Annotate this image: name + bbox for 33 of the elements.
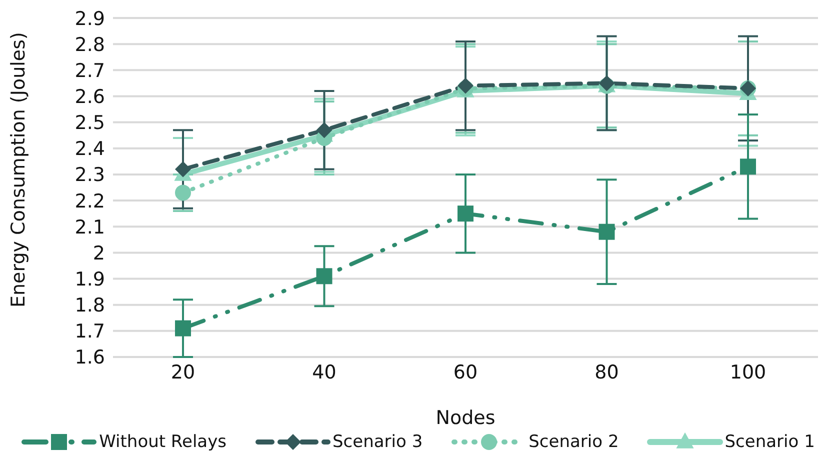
x-axis-title: Nodes [436,407,496,429]
point [175,184,191,201]
point [458,206,474,222]
x-tick-label: 80 [594,361,619,384]
y-tick-label: 2.7 [74,60,105,82]
point [598,224,615,240]
y-tick-label: 2.9 [74,8,105,30]
y-tick-label: 1.6 [74,346,105,369]
y-tick-label: 2.5 [74,112,105,134]
legend-label: Scenario 3 [332,432,423,452]
y-tick-label: 2.4 [74,138,105,160]
y-tick-label: 2.1 [74,216,105,238]
point [175,320,191,336]
x-tick-label: 60 [453,361,478,384]
point [316,268,332,284]
x-tick-label: 40 [312,361,336,384]
y-tick-label: 2 [92,242,105,264]
y-tick-label: 2.8 [74,34,105,56]
y-axis-title: Energy Consumption (Joules) [8,32,30,308]
x-tick-label: 100 [730,361,766,384]
y-tick-label: 2.6 [74,86,105,108]
y-tick-label: 2.2 [74,190,105,212]
point [740,158,756,175]
y-tick-label: 1.8 [74,294,105,317]
x-tick-label: 20 [170,361,196,384]
y-tick-label: 2.3 [74,164,105,186]
y-tick-label: 1.9 [74,268,105,291]
point [316,122,332,138]
legend-label: Scenario 1 [724,432,815,452]
y-tick-label: 1.7 [74,320,105,343]
legend-label: Scenario 2 [528,432,619,452]
point [175,161,191,178]
legend-label: Without Relays [99,432,227,452]
